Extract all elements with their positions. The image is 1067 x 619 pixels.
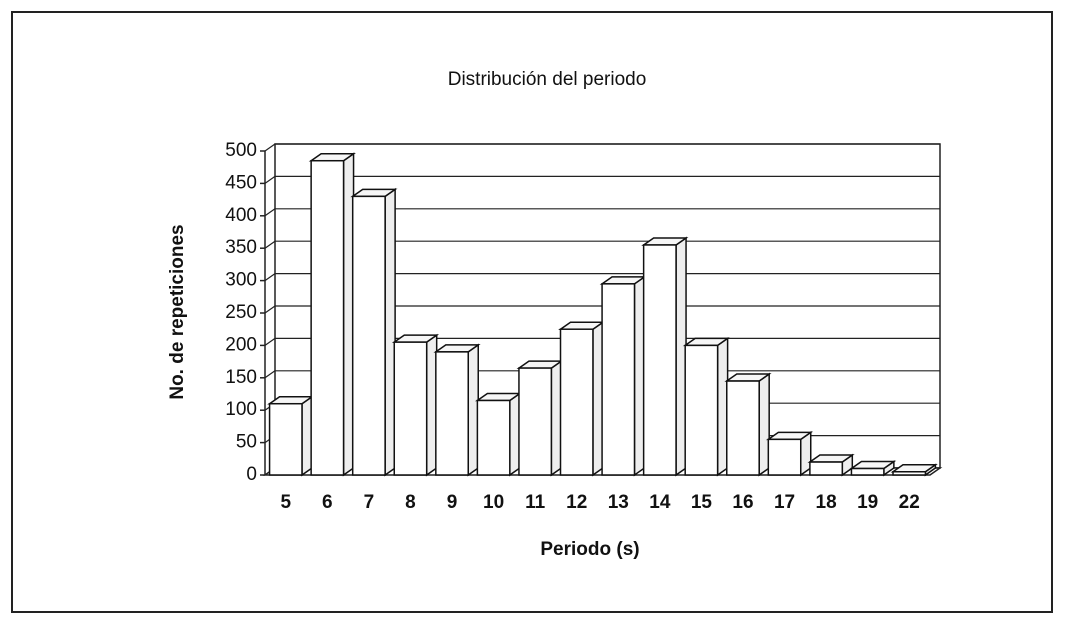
x-tick-label: 6 [322,492,333,513]
y-tick-label: 450 [225,172,257,193]
side-grid-line [264,240,276,249]
y-tick-label: 500 [225,140,257,161]
bar-front [476,399,511,476]
bar-front [559,328,594,476]
bar [433,343,481,477]
y-tick-label: 100 [225,399,257,420]
bar [558,320,606,477]
chart-title: Distribución del periodo [448,69,647,90]
x-tick-label: 15 [691,492,713,513]
x-tick-label: 13 [608,492,629,513]
bar-front [892,471,927,476]
bar [890,463,938,477]
frame [11,11,1053,613]
y-tick-label: 50 [236,432,257,453]
bar [516,359,564,477]
bar-front [601,283,636,476]
x-tick-label: 10 [483,492,504,513]
side-grid-line [264,175,276,184]
x-tick-label: 14 [649,492,671,513]
bar-front [850,467,885,476]
side-grid-line [264,337,276,346]
y-tick-label: 0 [246,464,257,485]
side-grid-line [264,370,276,379]
y-tick-label: 150 [225,367,257,388]
bar-front [518,367,553,476]
x-tick-label: 17 [774,492,795,513]
x-tick-label: 16 [732,492,753,513]
bar-front [435,351,469,476]
side-grid-line [264,305,276,314]
bar-front [726,380,760,476]
x-tick-label: 11 [525,492,546,513]
x-tick-label: 22 [899,492,920,513]
x-tick-label: 7 [364,492,375,513]
bar-front [310,159,345,476]
x-tick-label: 9 [447,492,458,513]
bar [641,236,689,477]
bar-front [684,344,719,476]
bar-front [393,341,428,476]
bar-front [268,402,303,476]
x-tick-label: 12 [566,492,587,513]
bar [308,152,356,477]
y-tick-label: 250 [225,302,257,323]
bar [849,460,897,477]
side-grid-line [264,273,276,282]
bar [724,372,772,477]
x-tick-label: 18 [816,492,837,513]
side-grid-line [264,143,276,152]
bar [475,392,523,477]
bar [682,336,730,477]
y-tick-label: 200 [225,334,257,355]
bar-front [767,438,802,476]
y-tick-label: 400 [225,205,257,226]
bar [765,430,814,477]
x-tick-label: 19 [857,492,878,513]
x-tick-label: 8 [405,492,416,513]
bar [267,395,315,477]
bar [599,275,647,477]
y-axis-label: No. de repeticiones [167,224,188,399]
x-tick-label: 5 [280,492,291,513]
bar-front [351,195,386,476]
bar-front [809,461,844,476]
y-tick-label: 300 [225,270,257,291]
side-grid-line [264,208,276,217]
y-tick-label: 350 [225,237,257,258]
bar [807,453,855,477]
bar-front [642,244,677,476]
x-axis-label: Periodo (s) [540,539,639,560]
bar [391,333,440,477]
bar [350,187,398,477]
